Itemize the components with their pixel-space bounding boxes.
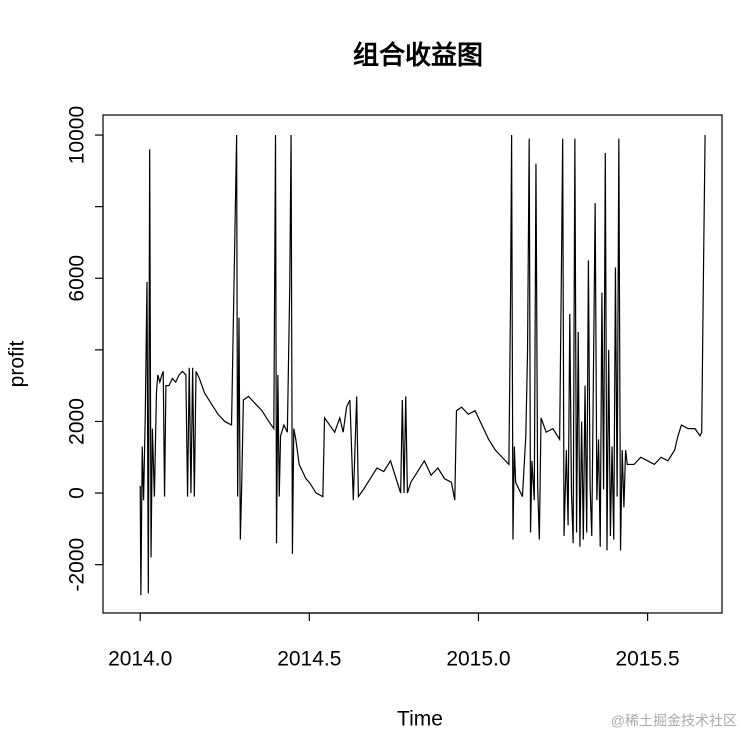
x-tick-label: 2015.0 [446, 648, 510, 671]
profit-line [139, 135, 706, 596]
y-axis-label: profit [6, 340, 29, 387]
x-tick-label: 2015.5 [615, 648, 679, 671]
y-tick-label: 2000 [66, 398, 89, 445]
y-tick-label: 6000 [66, 255, 89, 302]
y-tick-label: 0 [66, 487, 89, 499]
x-tick-label: 2014.5 [277, 648, 341, 671]
x-tick-label: 2014.0 [108, 648, 172, 671]
chart-title: 组合收益图 [353, 40, 483, 70]
watermark: @稀土掘金技术社区 [611, 713, 737, 729]
plot-box [102, 114, 723, 614]
y-tick-label: 10000 [66, 106, 89, 164]
x-axis-label: Time [397, 708, 443, 731]
y-tick-label: -2000 [66, 538, 89, 592]
